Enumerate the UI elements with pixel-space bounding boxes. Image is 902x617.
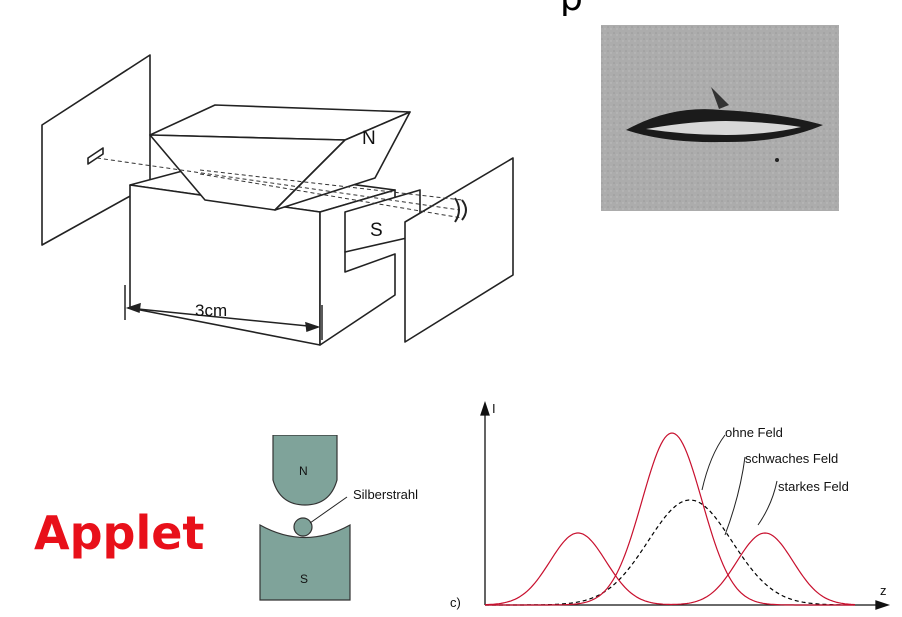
curve-ohne-feld — [485, 499, 856, 606]
legend-schwaches-feld: schwaches Feld — [745, 451, 838, 466]
pole-south-label: S — [300, 572, 308, 586]
curve-starkes-feld — [484, 532, 856, 606]
scale-bar — [124, 285, 323, 340]
applet-link[interactable]: Applet — [34, 506, 205, 560]
y-axis-arrow-icon — [480, 400, 490, 416]
south-pole-piece — [259, 523, 351, 601]
leader-lines — [701, 434, 778, 536]
intensity-chart: I z c) ohne Feld schwaches Feld starkes … — [450, 400, 891, 610]
south-magnet-front — [129, 184, 321, 346]
legend-ohne-feld: ohne Feld — [725, 425, 783, 440]
panel-label: c) — [450, 595, 461, 610]
x-axis-label: z — [880, 583, 887, 598]
north-pole-piece — [272, 435, 338, 506]
beam-split-mark-icon — [454, 197, 467, 223]
apparatus-south-label: S — [370, 220, 383, 241]
deposit-inner-icon — [646, 121, 801, 135]
right-screen — [404, 157, 514, 343]
slit-icon — [87, 147, 104, 165]
chart-axes — [480, 400, 891, 610]
silver-deposit-photo — [601, 25, 839, 211]
beam-label: Silberstrahl — [353, 487, 418, 502]
atomic-beam — [96, 157, 463, 219]
apparatus-north-label: N — [362, 128, 376, 149]
x-axis-arrow-icon — [875, 600, 891, 610]
silver-beam-icon — [293, 517, 313, 537]
scale-label: 3cm — [195, 301, 227, 320]
stern-gerlach-apparatus: N S 3cm — [41, 54, 514, 346]
legend-starkes-feld: starkes Feld — [778, 479, 849, 494]
pole-north-label: N — [299, 464, 308, 478]
header-cut-letter: p — [560, 0, 590, 16]
y-axis-label: I — [492, 401, 496, 416]
pole-cross-section: N S Silberstrahl — [259, 435, 418, 601]
curve-schwaches-feld — [485, 432, 855, 606]
